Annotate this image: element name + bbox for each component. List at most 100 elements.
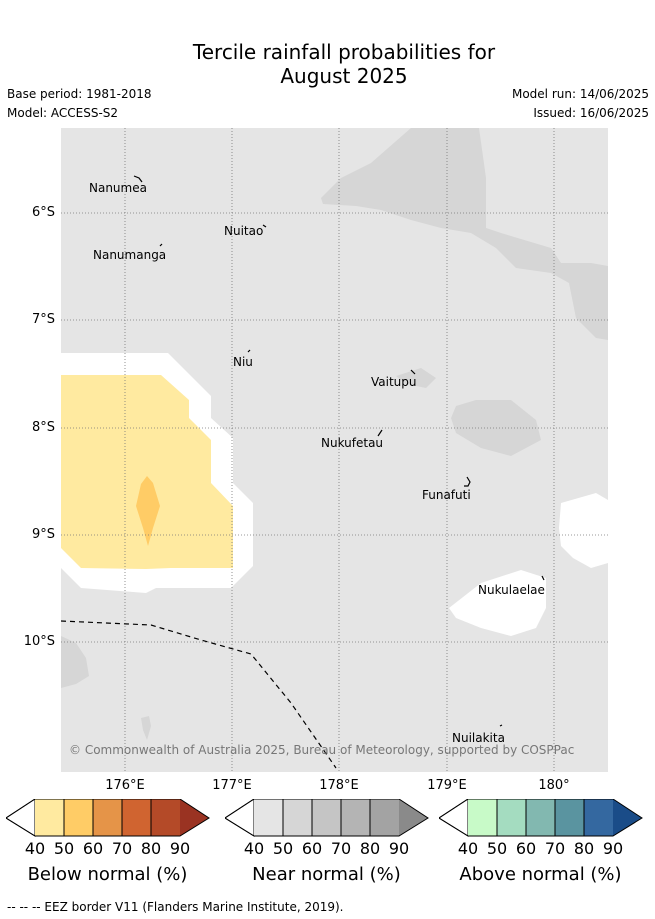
- title-line-2: August 2025: [280, 64, 408, 88]
- legend-arrow-high: [180, 799, 209, 836]
- title-line-1: Tercile rainfall probabilities for: [192, 40, 496, 64]
- legend-outline: [224, 798, 429, 837]
- legend-swatch: [35, 799, 64, 836]
- eez-border-note: -- -- -- EEZ border V11 (Flanders Marine…: [7, 900, 344, 914]
- island-shape: [133, 175, 143, 183]
- island-label-vaitupu: Vaitupu: [371, 375, 417, 389]
- map-panel: Nanumea Nuitao Nanumanga Niu Vaitupu Nuk…: [61, 128, 608, 772]
- chart-title: Tercile rainfall probabilities for Augus…: [0, 40, 655, 88]
- lat-label: 7°S: [31, 312, 55, 327]
- island-shape: [541, 575, 545, 581]
- legend-arrow-low: [224, 798, 255, 837]
- lon-label: 180°: [538, 778, 570, 793]
- graticule: [61, 128, 608, 772]
- model-run-date: Model run: 14/06/2025: [511, 87, 649, 101]
- no-signal-region: [559, 493, 608, 568]
- legend-arrow-low: [5, 798, 36, 837]
- legend-near-normal: [224, 798, 431, 841]
- lat-label: 9°S: [31, 527, 55, 542]
- island-shape: [247, 349, 251, 353]
- below-normal-50-region: [136, 476, 160, 546]
- legend-swatch: [312, 799, 341, 836]
- legend-swatch: [584, 799, 613, 836]
- island-label-funafuti: Funafuti: [422, 488, 471, 502]
- legend-swatch: [151, 799, 180, 836]
- legend-outline: [5, 798, 210, 837]
- map-canvas: [61, 128, 608, 772]
- legend-tick: 80: [573, 839, 595, 858]
- legend-swatch: [497, 799, 526, 836]
- island-shape: [377, 429, 383, 437]
- legend-swatch: [370, 799, 399, 836]
- legend-tick: 40: [457, 839, 479, 858]
- legend-dividers: [282, 799, 371, 836]
- legend-colorbar: [224, 798, 429, 837]
- legend-swatch: [526, 799, 555, 836]
- legend-arrow-low: [438, 798, 469, 837]
- legend-tick: 40: [24, 839, 46, 858]
- eez-border: [61, 620, 337, 769]
- island-shape: [410, 369, 416, 375]
- island-label-nukulaelae: Nukulaelae: [478, 583, 545, 597]
- legend-dividers: [63, 799, 152, 836]
- legend-above-normal: [438, 798, 645, 841]
- legend-tick: 50: [486, 839, 508, 858]
- legend-outline: [438, 798, 643, 837]
- legend-tick: 60: [82, 839, 104, 858]
- base-period: Base period: 1981-2018: [7, 87, 152, 101]
- legend-tick: 70: [111, 839, 133, 858]
- legend-title-near-normal: Near normal (%): [252, 864, 401, 885]
- legend-tick: 90: [602, 839, 624, 858]
- island-label-nuilakita: Nuilakita: [452, 731, 505, 745]
- legend-tick: 70: [330, 839, 352, 858]
- island-shapes: [133, 175, 545, 727]
- island-shape: [262, 224, 267, 228]
- near-normal-50-region: [321, 128, 608, 340]
- island-shape: [464, 476, 471, 487]
- legend-tick: 80: [359, 839, 381, 858]
- issued-date: Issued: 16/06/2025: [533, 106, 649, 120]
- lat-label: 6°S: [31, 205, 55, 220]
- legend-tick: 70: [544, 839, 566, 858]
- copyright-notice: © Commonwealth of Australia 2025, Bureau…: [69, 743, 575, 757]
- model-name: Model: ACCESS-S2: [7, 106, 119, 120]
- legend-arrow-high: [613, 799, 642, 836]
- legend-tick: 60: [301, 839, 323, 858]
- below-normal-40-region: [61, 375, 233, 569]
- lon-label: 176°E: [105, 778, 145, 793]
- legend-tick: 50: [272, 839, 294, 858]
- lon-label: 177°E: [212, 778, 252, 793]
- island-shape: [159, 243, 163, 247]
- legend-swatch: [122, 799, 151, 836]
- legend-swatch: [283, 799, 312, 836]
- island-label-nanumea: Nanumea: [89, 181, 147, 195]
- legend-swatch: [341, 799, 370, 836]
- legend-colorbar: [438, 798, 643, 837]
- island-label-niu: Niu: [233, 355, 253, 369]
- near-normal-50-region: [141, 716, 151, 740]
- lat-label: 8°S: [31, 420, 55, 435]
- legend-arrow-high: [399, 799, 428, 836]
- legend-swatch: [93, 799, 122, 836]
- legend-swatch: [468, 799, 497, 836]
- legend-tick: 50: [53, 839, 75, 858]
- island-label-nukufetau: Nukufetau: [321, 436, 384, 450]
- legend-tick: 60: [515, 839, 537, 858]
- lon-label: 178°E: [319, 778, 359, 793]
- legend-dividers: [496, 799, 585, 836]
- island-label-nuitao: Nuitao: [224, 224, 264, 238]
- legend-colorbar: [5, 798, 210, 837]
- legend-tick: 90: [388, 839, 410, 858]
- legend-title-above-normal: Above normal (%): [459, 864, 622, 885]
- lat-label: 10°S: [23, 634, 55, 649]
- legend-tick: 90: [169, 839, 191, 858]
- legend-swatch: [64, 799, 93, 836]
- lon-label: 179°E: [427, 778, 467, 793]
- legend-title-below-normal: Below normal (%): [27, 864, 188, 885]
- legend-swatch: [254, 799, 283, 836]
- legend-below-normal: [5, 798, 212, 841]
- near-normal-50-region: [396, 368, 436, 388]
- near-normal-50-region: [61, 636, 89, 688]
- legend-tick: 80: [140, 839, 162, 858]
- no-signal-region: [449, 570, 546, 636]
